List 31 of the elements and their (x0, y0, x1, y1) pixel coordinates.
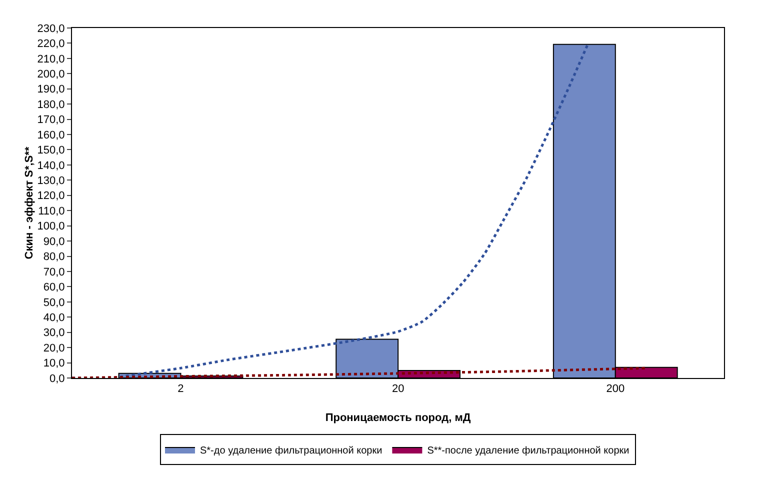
y-tick-label: 0,0 (50, 372, 65, 385)
y-tick-label: 160,0 (37, 129, 65, 142)
y-tick-label: 110,0 (38, 205, 65, 218)
y-tick-label: 130,0 (37, 175, 65, 188)
y-tick-label: 220,0 (37, 38, 65, 50)
y-tick-label: 230,0 (37, 22, 65, 35)
y-tick-label: 180,0 (37, 98, 65, 111)
y-tick-label: 90,0 (43, 236, 65, 248)
y-tick-label: 50,0 (43, 296, 65, 309)
y-tick-label: 40,0 (43, 312, 65, 324)
y-tick-label: 170,0 (37, 114, 65, 126)
x-tick-label: 20 (392, 383, 404, 396)
legend-label: S*-до удаление фильтрационной корки (200, 445, 382, 456)
legend-label: S**-после удаление фильтрационной корки (427, 445, 630, 456)
x-axis-title: Проницаемость пород, мД (325, 412, 471, 424)
y-tick-label: 100,0 (37, 220, 65, 233)
y-tick-label: 140,0 (37, 160, 65, 172)
y-tick-label: 210,0 (37, 53, 65, 66)
x-tick-label: 2 (178, 383, 184, 396)
y-axis-title: Скин - эффект S*,S** (23, 146, 36, 260)
x-tick-label: 200 (606, 383, 625, 396)
y-tick-label: 20,0 (43, 342, 65, 354)
y-tick-label: 150,0 (37, 144, 65, 157)
y-tick-label: 200,0 (37, 68, 65, 80)
y-tick-label: 10,0 (43, 358, 65, 370)
y-tick-label: 70,0 (43, 266, 65, 278)
y-tick-label: 120,0 (37, 190, 65, 202)
y-tick-label: 60,0 (43, 282, 65, 294)
y-tick-label: 190,0 (37, 84, 65, 96)
y-tick-label: 30,0 (43, 327, 65, 340)
y-tick-label: 80,0 (43, 251, 65, 264)
